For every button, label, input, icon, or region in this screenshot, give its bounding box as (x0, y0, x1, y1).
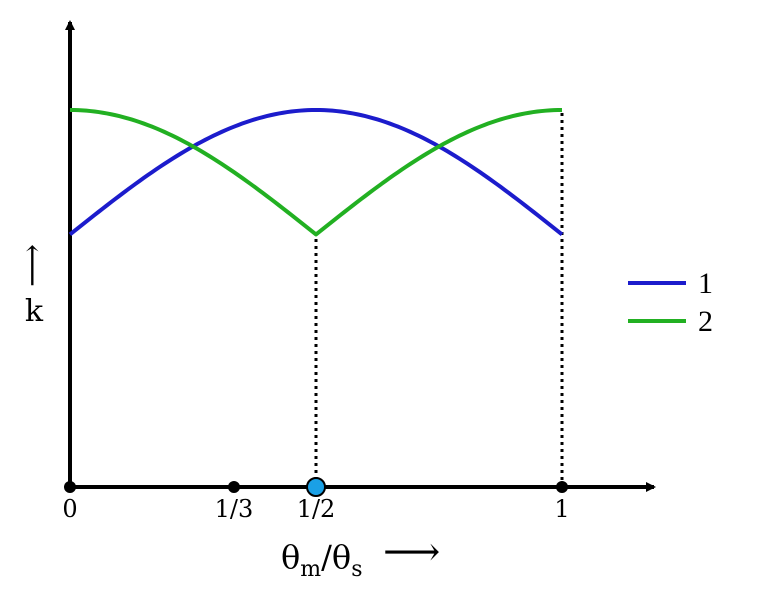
x-axis-label: θm/θs (281, 538, 362, 582)
x-tick-point (64, 481, 76, 493)
y-axis-label: k (25, 294, 44, 329)
series-line-2 (69, 108, 563, 237)
x-axis-label-slash-theta: /θ (321, 538, 351, 576)
x-tick-label: 1/2 (297, 495, 336, 523)
x-tick-label: 0 (62, 495, 77, 523)
legend: 12 (628, 267, 713, 338)
legend-label-1: 1 (698, 267, 713, 300)
series-layer (68, 108, 564, 237)
y-axis-arrow: ⟶ (15, 244, 50, 287)
series-line-1 (68, 108, 564, 236)
guide-lines (314, 110, 564, 487)
x-tick-point (556, 481, 568, 493)
highlight-point (306, 477, 326, 497)
x-axis-label-theta: θ (281, 538, 300, 576)
x-axis-label-sub-s: s (351, 557, 362, 582)
x-tick-point (227, 481, 240, 493)
x-tick-label: 1/3 (215, 495, 254, 523)
x-tick-label: 1 (554, 495, 569, 523)
legend-label-2: 2 (698, 305, 713, 338)
x-axis-label-sub-m: m (300, 557, 321, 582)
x-axis-arrow: ⟶ (383, 529, 440, 575)
x-tick-layer: 0 1/3 1/2 1 (62, 477, 570, 523)
y-axis-label-group: ⟶ k (15, 244, 50, 329)
